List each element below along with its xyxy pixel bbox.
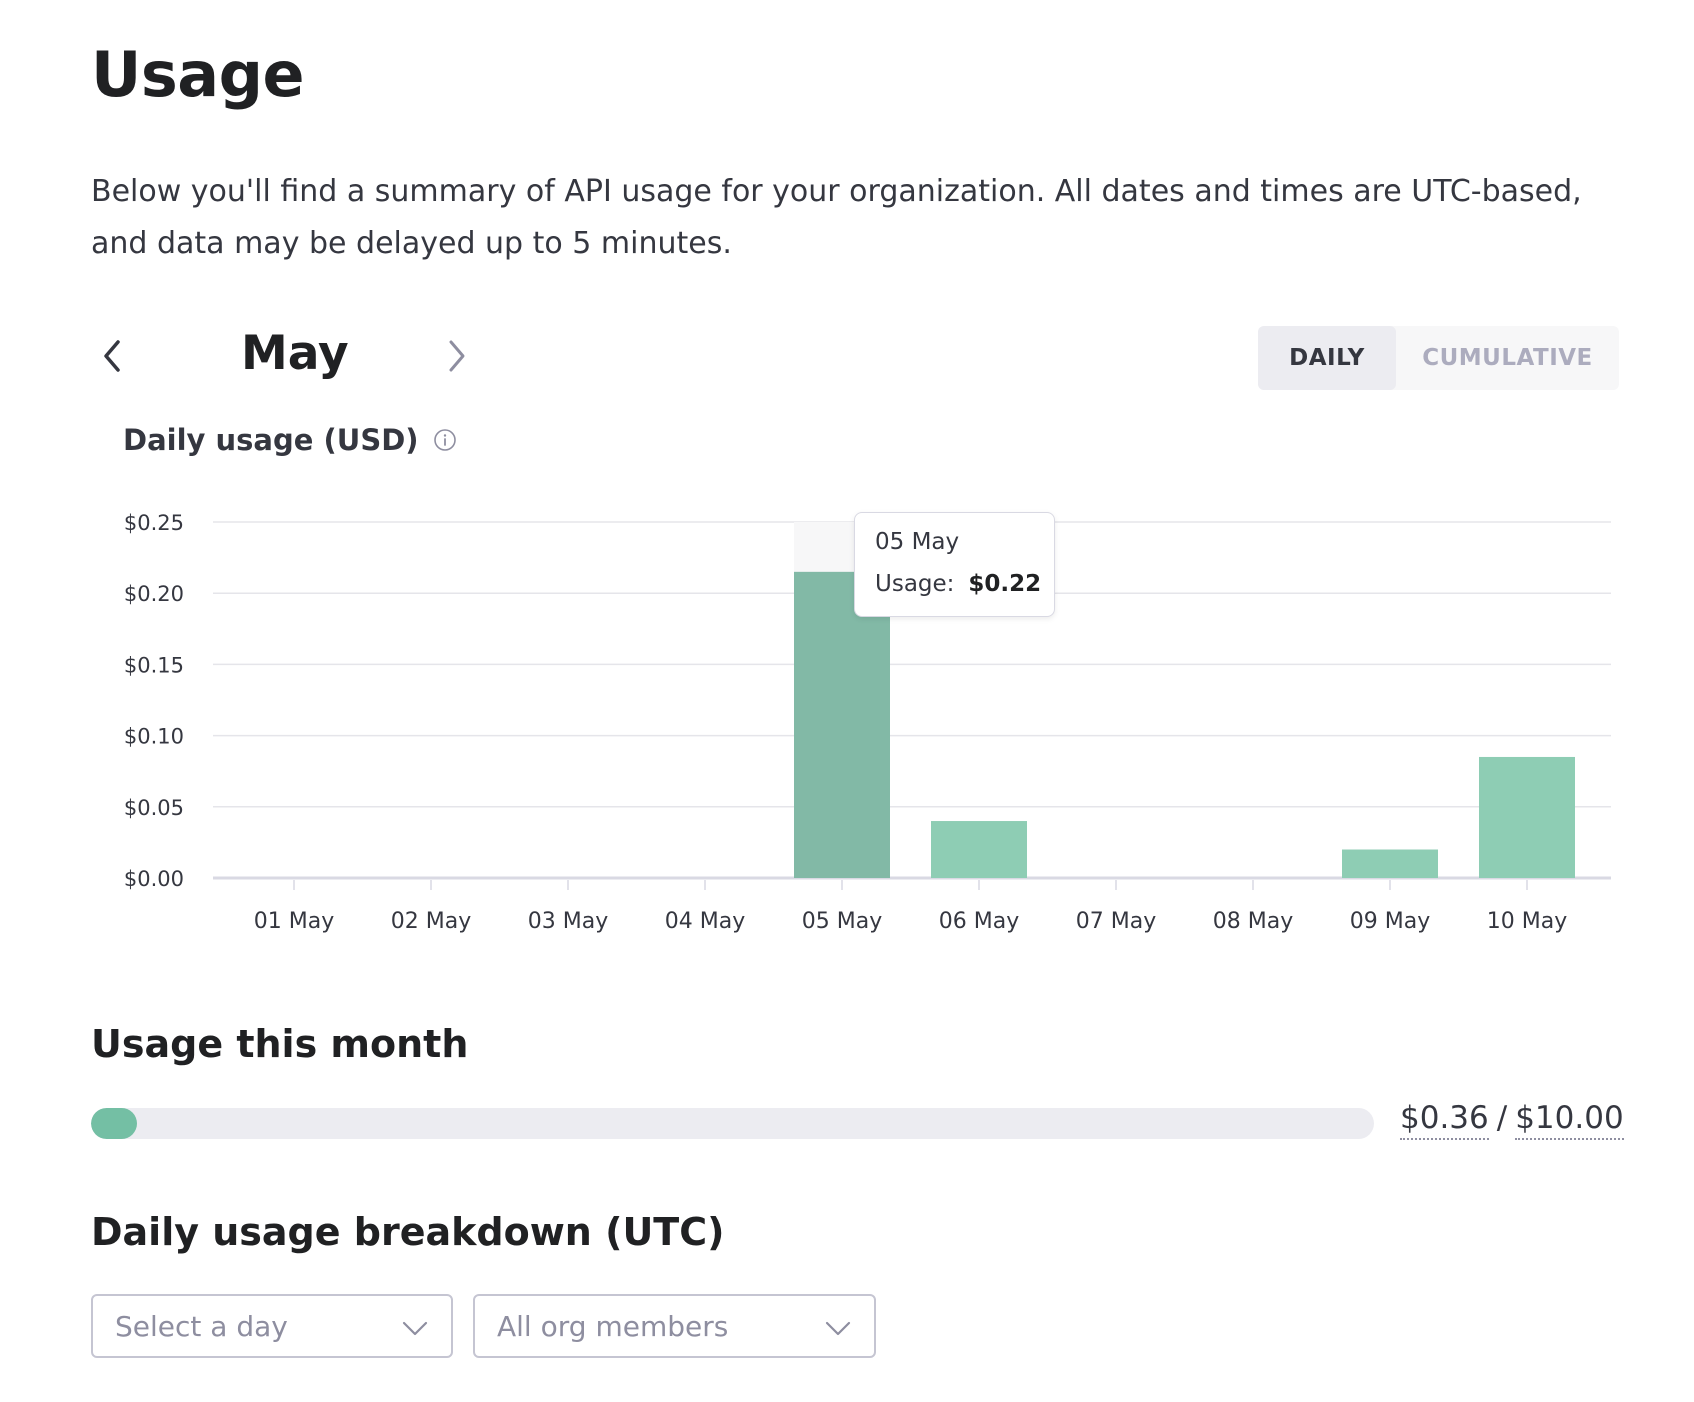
y-tick-label: $0.15 <box>124 653 184 677</box>
org-members-dropdown[interactable]: All org members <box>473 1294 876 1358</box>
chart-bar <box>794 571 890 878</box>
chart-bar <box>931 821 1027 878</box>
y-tick-label: $0.20 <box>124 582 184 606</box>
x-tick-label: 10 May <box>1487 909 1567 934</box>
next-month-button[interactable] <box>434 334 478 378</box>
usage-used-value[interactable]: $0.36 <box>1400 1100 1489 1140</box>
select-day-placeholder: Select a day <box>115 1309 288 1343</box>
y-tick-label: $0.25 <box>124 511 184 535</box>
usage-progress-bar <box>91 1108 1374 1139</box>
x-tick-label: 06 May <box>939 909 1019 934</box>
x-tick-label: 08 May <box>1213 909 1293 934</box>
chevron-down-icon <box>402 1321 428 1336</box>
chart-tooltip: 05 May Usage: $0.22 <box>854 512 1055 617</box>
x-tick-label: 05 May <box>802 909 882 934</box>
chevron-right-icon <box>449 340 465 372</box>
chart-bar <box>1342 849 1438 878</box>
previous-month-button[interactable] <box>91 334 135 378</box>
y-tick-label: $0.00 <box>124 867 184 891</box>
tooltip-label: Usage: <box>875 571 955 597</box>
select-day-dropdown[interactable]: Select a day <box>91 1294 453 1358</box>
x-tick-label: 02 May <box>391 909 471 934</box>
x-tick-label: 07 May <box>1076 909 1156 934</box>
y-tick-label: $0.05 <box>124 796 184 820</box>
info-icon[interactable] <box>433 428 457 452</box>
usage-amount: $0.36/$10.00 <box>1400 1100 1624 1140</box>
usage-this-month-title: Usage this month <box>91 1022 469 1066</box>
month-navigation: May <box>91 320 491 400</box>
x-tick-label: 04 May <box>665 909 745 934</box>
org-members-value: All org members <box>497 1309 729 1343</box>
y-tick-label: $0.10 <box>124 725 184 749</box>
chevron-left-icon <box>104 340 120 372</box>
daily-toggle-button[interactable]: DAILY <box>1258 326 1396 390</box>
x-tick-label: 01 May <box>254 909 334 934</box>
chart-title: Daily usage (USD) <box>123 423 419 457</box>
chart-bar <box>1479 756 1575 878</box>
view-toggle: DAILY CUMULATIVE <box>1258 326 1619 390</box>
page-description: Below you'll find a summary of API usage… <box>91 174 1582 261</box>
chart-header: Daily usage (USD) <box>123 423 457 457</box>
tooltip-value: $0.22 <box>968 571 1042 597</box>
usage-limit-value[interactable]: $10.00 <box>1515 1100 1624 1140</box>
usage-separator: / <box>1496 1100 1508 1136</box>
chevron-down-icon <box>825 1321 851 1336</box>
page-title: Usage <box>91 38 305 111</box>
x-tick-label: 03 May <box>528 909 608 934</box>
usage-progress-fill <box>91 1108 138 1139</box>
tooltip-date: 05 May <box>875 529 960 555</box>
cumulative-toggle-button[interactable]: CUMULATIVE <box>1422 345 1593 371</box>
x-tick-label: 09 May <box>1350 909 1430 934</box>
month-label: May <box>241 326 349 381</box>
tooltip-row: Usage: $0.22 <box>875 571 1041 597</box>
daily-breakdown-title: Daily usage breakdown (UTC) <box>91 1210 725 1254</box>
